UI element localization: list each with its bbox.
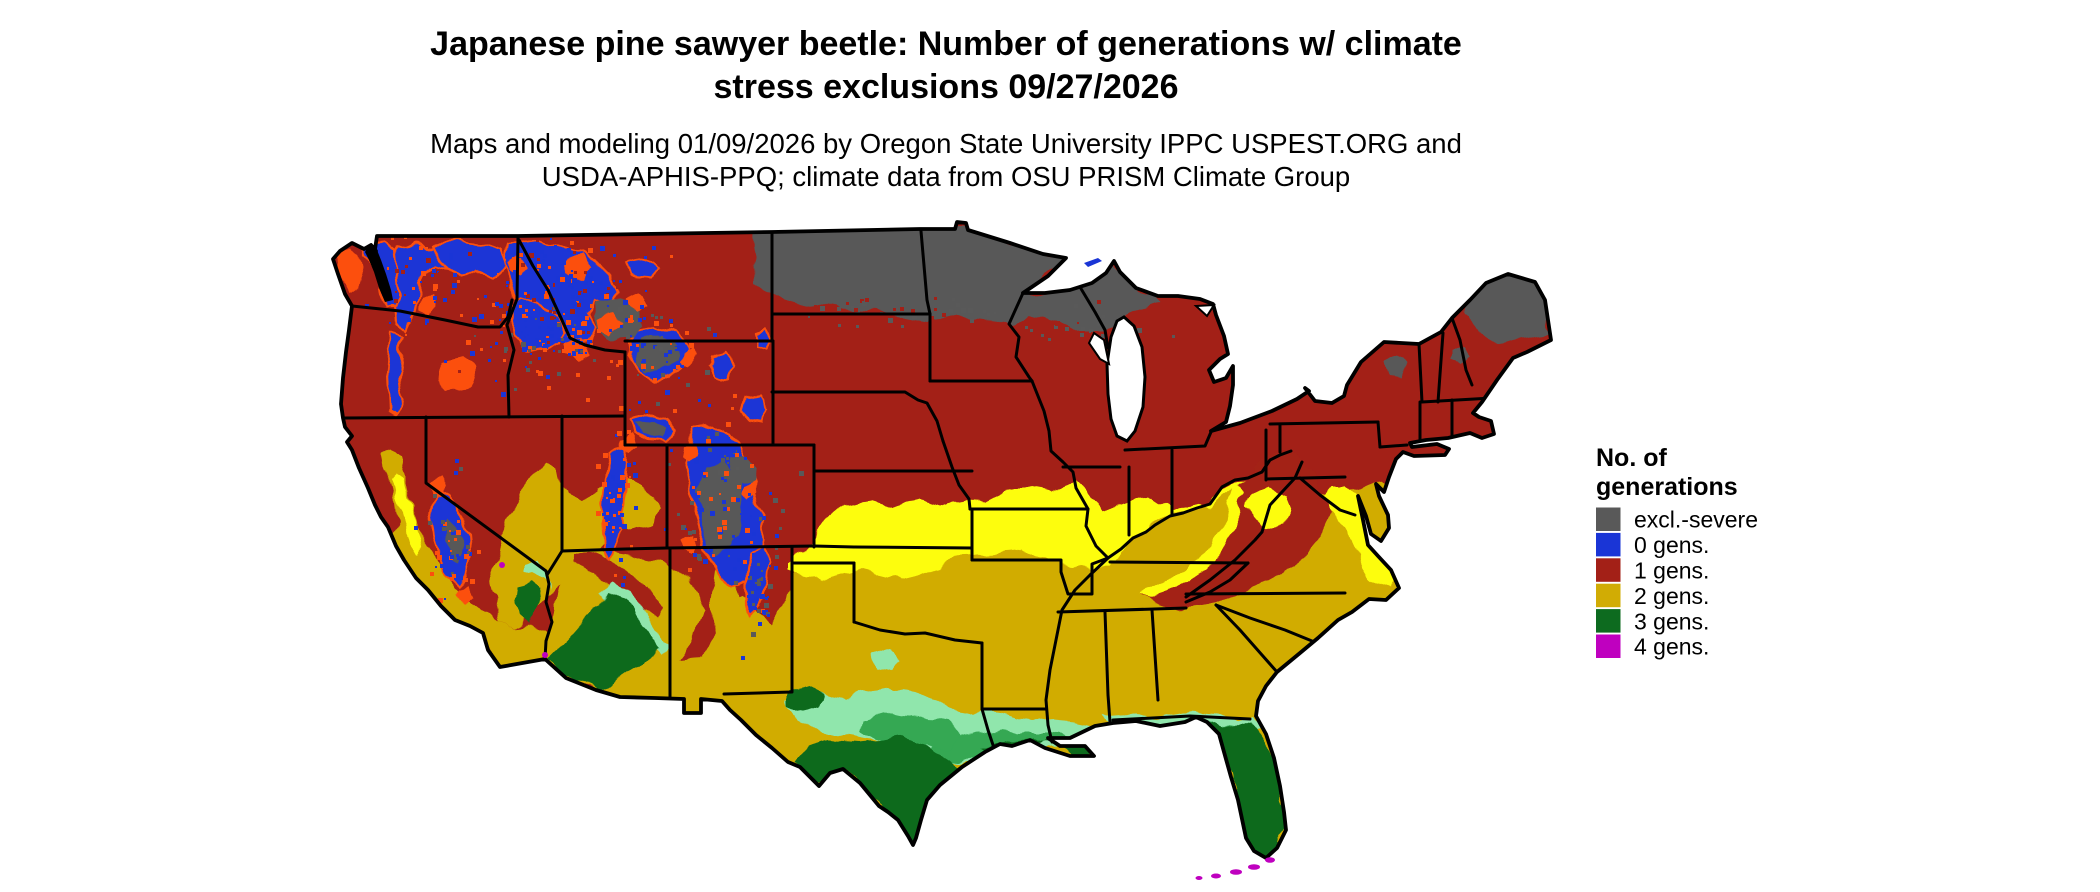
svg-text:No. of: No. of (1596, 444, 1667, 472)
svg-text:3 gens.: 3 gens. (1634, 608, 1709, 634)
svg-text:0 gens.: 0 gens. (1634, 532, 1709, 558)
svg-text:excl.-severe: excl.-severe (1634, 507, 1758, 533)
svg-text:generations: generations (1596, 473, 1738, 501)
svg-text:1 gens.: 1 gens. (1634, 558, 1709, 584)
svg-text:4 gens.: 4 gens. (1634, 634, 1709, 660)
svg-text:2 gens.: 2 gens. (1634, 583, 1709, 609)
